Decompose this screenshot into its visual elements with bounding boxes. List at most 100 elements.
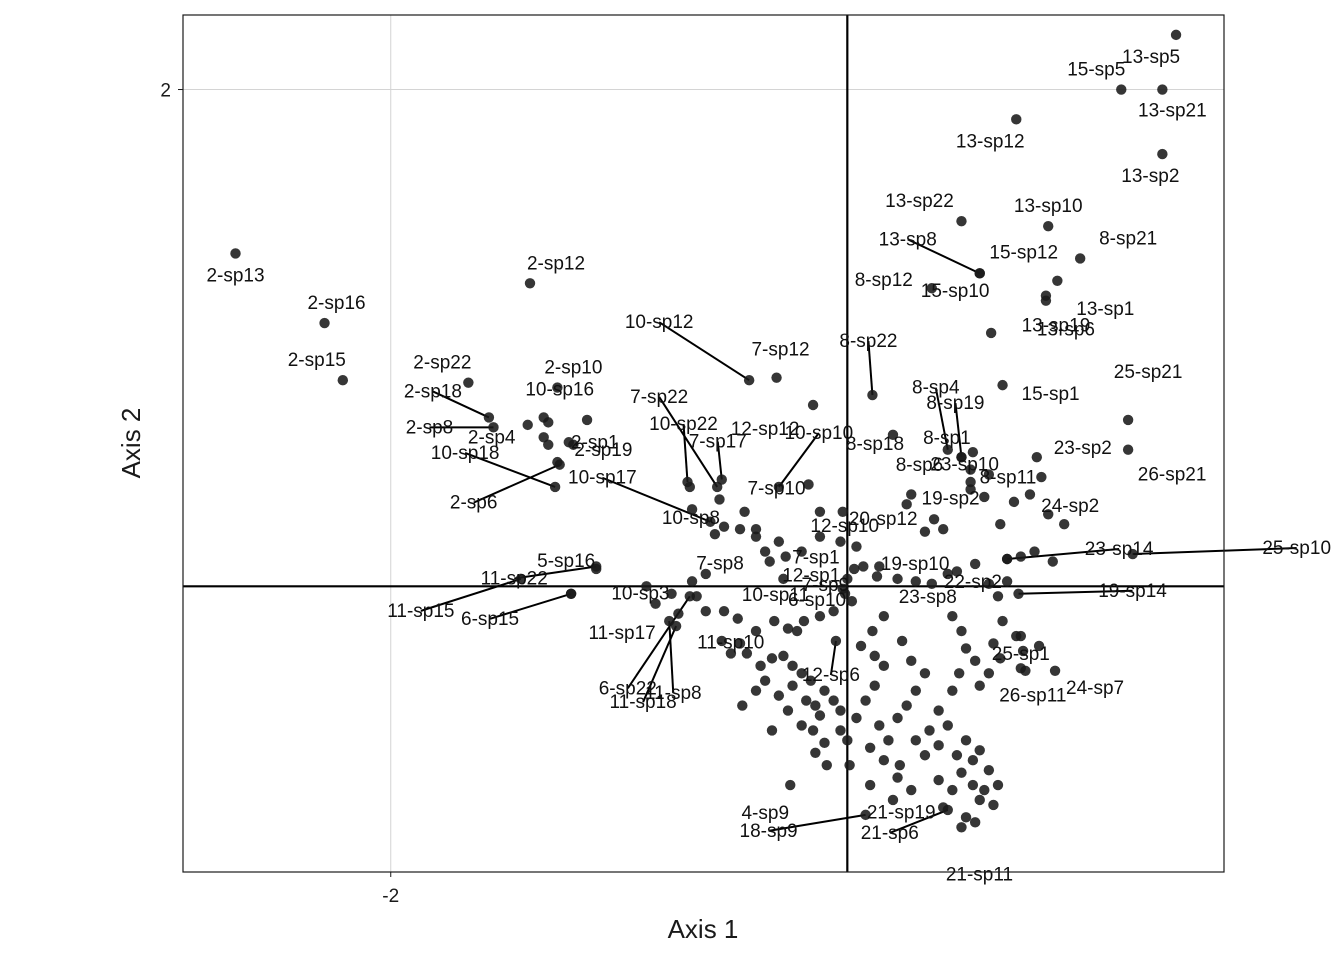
data-point bbox=[734, 524, 746, 535]
data-point bbox=[995, 519, 1006, 530]
data-point bbox=[1043, 220, 1054, 232]
data-point bbox=[837, 506, 848, 518]
data-point bbox=[1029, 546, 1040, 557]
point-label: 23-sp10 bbox=[930, 454, 999, 475]
point-label: 8-sp1 bbox=[923, 428, 971, 449]
data-point bbox=[933, 705, 944, 716]
data-point bbox=[819, 737, 830, 749]
label-leader bbox=[867, 340, 874, 396]
label-leader-lines bbox=[420, 238, 1297, 834]
data-point bbox=[864, 779, 876, 791]
data-point bbox=[965, 484, 976, 495]
data-point bbox=[1122, 414, 1134, 426]
y-tick-label: 2 bbox=[160, 81, 171, 102]
point-label: 19-sp2 bbox=[922, 489, 980, 510]
point-label: 15-sp1 bbox=[1022, 384, 1080, 405]
data-point bbox=[844, 759, 855, 771]
data-point bbox=[778, 650, 789, 662]
data-point bbox=[1040, 290, 1052, 301]
data-point bbox=[1015, 663, 1027, 674]
data-point bbox=[892, 772, 903, 783]
data-point bbox=[739, 506, 750, 518]
data-point bbox=[337, 374, 349, 386]
point-label: 19-sp14 bbox=[1098, 581, 1167, 602]
data-point bbox=[1157, 84, 1168, 95]
point-label: 11-sp10 bbox=[697, 633, 764, 654]
data-point bbox=[1017, 645, 1029, 657]
point-label: 21-sp6 bbox=[861, 823, 919, 844]
data-point bbox=[700, 605, 711, 617]
data-point bbox=[718, 521, 730, 532]
data-point bbox=[801, 695, 812, 706]
data-point bbox=[894, 759, 906, 771]
data-point bbox=[581, 414, 593, 426]
data-point bbox=[933, 774, 944, 786]
data-point bbox=[842, 735, 853, 746]
data-point bbox=[515, 573, 527, 585]
data-point bbox=[673, 608, 684, 619]
label-leader bbox=[658, 396, 719, 488]
data-point bbox=[524, 278, 536, 289]
data-point bbox=[956, 215, 967, 227]
data-point bbox=[1036, 471, 1047, 483]
data-point bbox=[755, 660, 766, 672]
point-label: 8-sp12 bbox=[855, 270, 913, 291]
data-point bbox=[718, 605, 730, 617]
data-point bbox=[819, 685, 830, 696]
point-label: 13-sp2 bbox=[1121, 166, 1179, 187]
data-point bbox=[869, 650, 880, 662]
data-point bbox=[906, 489, 917, 500]
data-point bbox=[919, 526, 931, 537]
point-label: 2-sp1 bbox=[571, 432, 619, 453]
data-point bbox=[807, 399, 819, 411]
label-leader bbox=[473, 463, 561, 504]
point-label: 6-sp15 bbox=[461, 609, 519, 630]
data-point bbox=[1049, 665, 1061, 676]
point-label: 25-sp10 bbox=[1262, 538, 1331, 559]
data-point bbox=[1116, 84, 1127, 95]
data-point bbox=[839, 588, 851, 599]
point-label: 2-sp6 bbox=[450, 493, 498, 514]
data-point bbox=[956, 451, 967, 463]
data-point bbox=[928, 514, 940, 525]
data-point bbox=[869, 680, 880, 691]
data-point bbox=[230, 248, 241, 259]
data-point bbox=[933, 740, 944, 751]
data-point bbox=[887, 794, 899, 806]
point-label: 10-sp10 bbox=[784, 423, 853, 444]
point-label: 7-sp17 bbox=[689, 432, 747, 453]
point-label: 2-sp4 bbox=[468, 427, 516, 448]
data-point bbox=[942, 568, 953, 580]
point-label: 8-sp6 bbox=[896, 455, 944, 476]
data-point bbox=[810, 747, 821, 758]
point-label: 11-sp18 bbox=[609, 692, 676, 713]
data-point bbox=[878, 660, 890, 672]
data-point bbox=[543, 439, 554, 450]
label-leader bbox=[658, 321, 750, 381]
data-point bbox=[864, 742, 876, 753]
data-point bbox=[983, 578, 995, 590]
data-point bbox=[967, 779, 979, 791]
data-point bbox=[906, 784, 917, 796]
data-point bbox=[711, 481, 723, 493]
data-point bbox=[814, 531, 826, 542]
data-point bbox=[787, 660, 798, 672]
point-label: 7-sp8 bbox=[696, 554, 744, 575]
data-point bbox=[1058, 519, 1070, 530]
data-point bbox=[878, 755, 890, 766]
data-point bbox=[798, 615, 810, 627]
point-label: 13-sp21 bbox=[1138, 101, 1207, 122]
data-point bbox=[974, 680, 985, 691]
label-leader bbox=[489, 592, 572, 620]
data-point bbox=[554, 459, 565, 470]
point-label: 13-sp22 bbox=[885, 191, 954, 212]
point-label: 2-sp18 bbox=[404, 381, 462, 402]
data-point bbox=[896, 635, 908, 647]
point-label: 10-sp3 bbox=[611, 583, 669, 604]
data-point bbox=[785, 779, 796, 791]
data-point bbox=[743, 374, 755, 386]
data-point bbox=[565, 588, 577, 599]
point-label: 19-sp10 bbox=[881, 554, 950, 575]
data-point bbox=[947, 685, 958, 696]
data-point bbox=[960, 643, 972, 654]
